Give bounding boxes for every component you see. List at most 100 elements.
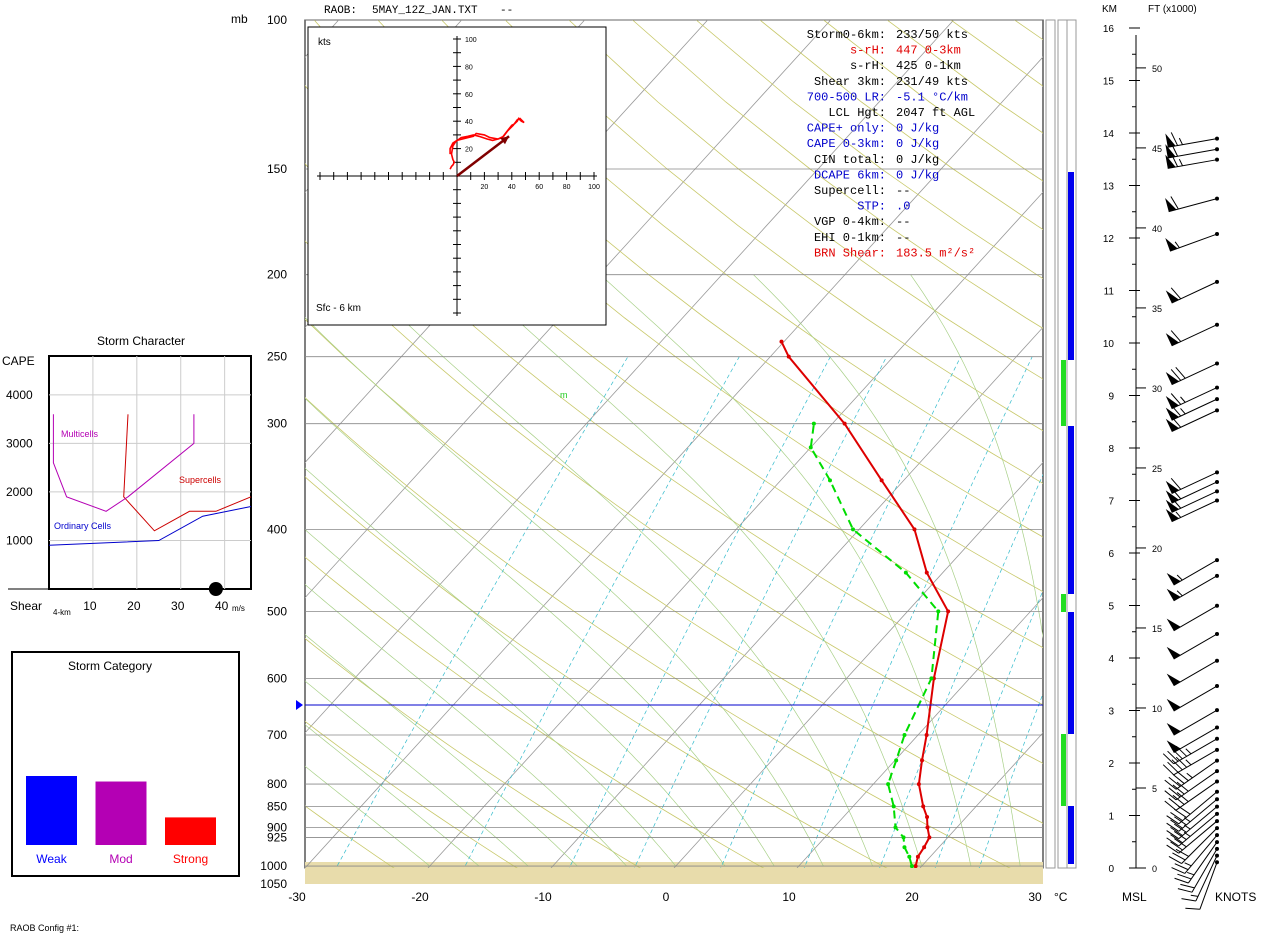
barb-shaft (1171, 398, 1218, 421)
dewpoint-point (811, 421, 816, 426)
barb-half-flag (1185, 748, 1192, 755)
wind-barb (1166, 684, 1219, 712)
wind-barb (1166, 632, 1219, 660)
temperature-point (842, 421, 847, 426)
hodograph-tick-label: 20 (481, 184, 489, 191)
storm-category-title: Storm Category (68, 659, 152, 673)
barb-flag (1167, 761, 1179, 773)
moist-adiabat (910, 274, 1043, 639)
dewpoint-point (850, 527, 855, 532)
barb-flag (1176, 792, 1189, 803)
barb-half-flag (1185, 759, 1192, 766)
dewpoint-point (903, 570, 908, 575)
barb-station-dot (1215, 833, 1219, 838)
barb-shaft (1187, 841, 1218, 884)
barb-station-dot (1215, 397, 1219, 402)
barb-shaft (1171, 324, 1218, 347)
barb-pennant (1165, 333, 1179, 346)
temperature-point (913, 864, 918, 868)
sc-y-tick-label: 2000 (6, 485, 33, 499)
dry-adiabat (504, 20, 1043, 432)
lcl-triangle-icon (296, 700, 303, 710)
barb-station-dot (1215, 498, 1219, 503)
wind-barb (1165, 385, 1219, 410)
wind-barb (1166, 573, 1219, 602)
barb-shaft (1173, 575, 1218, 602)
barb-station-dot (1215, 232, 1219, 237)
barb-pennant (1166, 588, 1181, 601)
barb-shaft (1167, 138, 1218, 148)
pressure-tick-label: 200 (267, 268, 287, 282)
barb-flag (1175, 366, 1186, 379)
km-tick-label: 12 (1103, 234, 1115, 245)
wind-barb (1166, 658, 1219, 687)
kft-tick-label: 20 (1152, 544, 1162, 554)
km-header: KM (1102, 4, 1117, 15)
pressure-tick-label: 400 (267, 522, 287, 536)
temperature-point (925, 815, 930, 820)
barb-shaft (1171, 500, 1218, 523)
temperature-point (921, 804, 926, 809)
mixing-ratio-line (463, 356, 740, 868)
barb-shaft (1173, 605, 1218, 632)
wind-barb (1165, 132, 1219, 148)
blue-layer-bar-3 (1068, 612, 1074, 734)
temperature-point (924, 733, 929, 738)
wind-barb (1165, 408, 1219, 432)
barb-flag (1175, 848, 1189, 857)
dry-adiabat (377, 20, 1043, 538)
isotherm-line (673, 461, 1043, 868)
barb-flag (1177, 888, 1193, 893)
barb-station-dot (1215, 632, 1219, 637)
barb-shaft (1173, 738, 1218, 765)
wind-barb (1177, 846, 1219, 893)
km-tick-label: 9 (1108, 392, 1114, 403)
shear-units: m/s (232, 604, 245, 613)
barb-station-dot (1215, 385, 1219, 390)
barb-half-flag (1174, 241, 1180, 249)
pressure-tick-label: 300 (267, 417, 287, 431)
pressure-tick-label: 600 (267, 671, 287, 685)
barb-pennant (1165, 407, 1179, 421)
barb-pennant (1165, 490, 1179, 504)
wind-barb (1165, 361, 1219, 386)
barb-shaft (1167, 148, 1218, 159)
barb-shaft (1171, 387, 1218, 410)
barb-station-dot (1215, 840, 1219, 845)
dry-adiabat (305, 163, 1043, 706)
wind-barbs-column (1162, 132, 1219, 910)
wind-barb (1165, 196, 1219, 213)
km-tick-label: 10 (1103, 339, 1115, 350)
barb-station-dot (1215, 489, 1219, 494)
kft-tick-label: 0 (1152, 864, 1157, 874)
barb-shaft (1173, 559, 1218, 586)
lcl-m-marker: m (560, 390, 568, 400)
barb-half-flag (1187, 871, 1195, 876)
barb-flag (1174, 808, 1187, 818)
surface-ground-band (305, 862, 1043, 884)
barb-shaft (1171, 471, 1218, 495)
cape-axis-label: CAPE (2, 354, 35, 368)
barb-station-dot (1215, 603, 1219, 608)
barb-flag (1170, 812, 1183, 822)
km-tick-label: 1 (1108, 812, 1114, 823)
barb-shaft (1171, 490, 1218, 513)
dewpoint-point (808, 445, 813, 450)
barb-flag (1180, 883, 1195, 889)
index-value: 0 J/kg (896, 137, 939, 151)
barb-pennant (1165, 238, 1178, 252)
temp-unit-label: °C (1054, 890, 1068, 904)
isotherm-line (305, 20, 831, 599)
wind-barb (1164, 779, 1219, 811)
km-tick-label: 0 (1108, 864, 1114, 875)
barb-pennant (1165, 133, 1176, 148)
barb-station-dot (1215, 322, 1219, 327)
wind-barb (1166, 558, 1219, 586)
dry-adiabat (313, 20, 1043, 593)
mixing-ratio-line (335, 356, 629, 868)
kft-tick-label: 10 (1152, 704, 1162, 714)
barb-station-dot (1215, 853, 1219, 858)
isotherm-line (550, 326, 1043, 868)
barb-flag (1172, 773, 1185, 784)
barb-flag (1164, 800, 1177, 811)
